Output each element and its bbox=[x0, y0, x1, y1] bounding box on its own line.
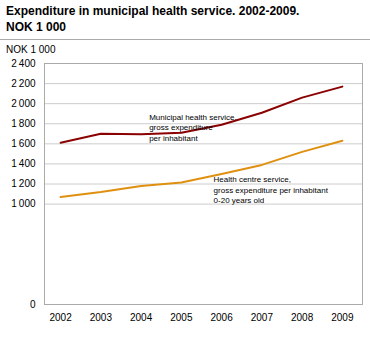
html-text:Expenditure in municipal healt: Expenditure in municipal health service.… bbox=[6, 4, 300, 18]
svg-text:2006: 2006 bbox=[210, 312, 233, 323]
svg-text:2008: 2008 bbox=[291, 312, 314, 323]
svg-text:2009: 2009 bbox=[331, 312, 354, 323]
svg-text:Municipal health service,gross: Municipal health service,gross expenditu… bbox=[149, 113, 237, 143]
svg-text:2007: 2007 bbox=[251, 312, 274, 323]
svg-text:Health centre service,gross ex: Health centre service,gross expenditure … bbox=[214, 176, 329, 206]
svg-text:2 400: 2 400 bbox=[11, 58, 36, 69]
html-text:NOK 1 000: NOK 1 000 bbox=[6, 19, 66, 34]
svg-text:1 800: 1 800 bbox=[11, 118, 36, 129]
svg-text:2003: 2003 bbox=[90, 312, 113, 323]
svg-text:2 000: 2 000 bbox=[11, 98, 36, 109]
html-text:NOK 1 000: NOK 1 000 bbox=[6, 44, 56, 56]
svg-text:1 400: 1 400 bbox=[11, 158, 36, 169]
svg-text:2005: 2005 bbox=[170, 312, 193, 323]
svg-text:1 000: 1 000 bbox=[11, 198, 36, 209]
svg-text:0: 0 bbox=[30, 299, 36, 310]
svg-text:2002: 2002 bbox=[49, 312, 72, 323]
svg-text:2 200: 2 200 bbox=[11, 78, 36, 89]
svg-text:1 200: 1 200 bbox=[11, 178, 36, 189]
svg-text:2004: 2004 bbox=[130, 312, 153, 323]
svg-text:1 600: 1 600 bbox=[11, 138, 36, 149]
